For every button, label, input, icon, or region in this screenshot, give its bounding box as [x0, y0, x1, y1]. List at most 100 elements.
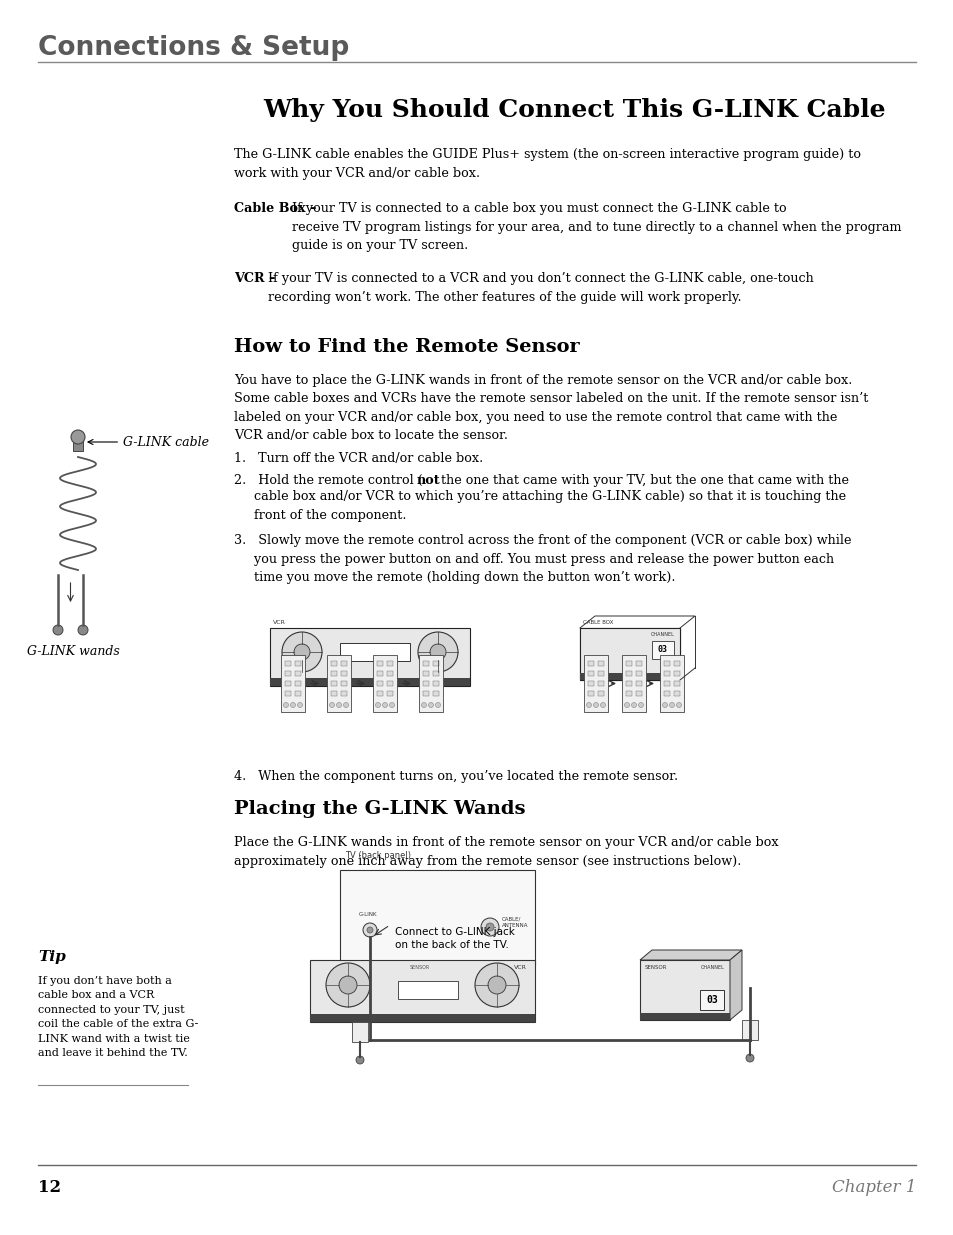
FancyBboxPatch shape	[579, 673, 679, 680]
FancyBboxPatch shape	[639, 1013, 729, 1020]
FancyBboxPatch shape	[376, 680, 382, 685]
FancyBboxPatch shape	[433, 692, 438, 697]
Circle shape	[428, 703, 433, 708]
Circle shape	[53, 625, 63, 635]
FancyBboxPatch shape	[579, 629, 679, 680]
FancyBboxPatch shape	[659, 655, 683, 713]
FancyBboxPatch shape	[281, 655, 305, 713]
Text: How to Find the Remote Sensor: How to Find the Remote Sensor	[233, 338, 579, 356]
FancyBboxPatch shape	[327, 655, 351, 713]
FancyBboxPatch shape	[339, 869, 535, 965]
Circle shape	[343, 703, 348, 708]
Text: If you don’t have both a
cable box and a VCR
connected to your TV, just
coil the: If you don’t have both a cable box and a…	[38, 976, 198, 1058]
FancyBboxPatch shape	[598, 671, 603, 676]
Circle shape	[661, 703, 667, 708]
Text: G-LINK wands: G-LINK wands	[27, 645, 119, 658]
Text: not: not	[416, 474, 440, 487]
FancyBboxPatch shape	[673, 671, 679, 676]
Circle shape	[375, 703, 380, 708]
FancyBboxPatch shape	[397, 981, 457, 999]
Text: G-LINK cable: G-LINK cable	[88, 436, 209, 448]
Text: VCR: VCR	[514, 965, 526, 969]
Text: The G-LINK cable enables the GUIDE Plus+ system (the on-screen interactive progr: The G-LINK cable enables the GUIDE Plus+…	[233, 148, 861, 179]
Text: If your TV is connected to a VCR and you don’t connect the G-LINK cable, one-tou: If your TV is connected to a VCR and you…	[268, 272, 813, 304]
Circle shape	[593, 703, 598, 708]
Text: 12: 12	[38, 1179, 61, 1197]
FancyBboxPatch shape	[340, 671, 347, 676]
FancyBboxPatch shape	[294, 692, 301, 697]
Circle shape	[363, 923, 376, 937]
FancyBboxPatch shape	[625, 671, 631, 676]
FancyBboxPatch shape	[422, 692, 429, 697]
Circle shape	[480, 918, 498, 936]
FancyBboxPatch shape	[673, 661, 679, 666]
FancyBboxPatch shape	[663, 680, 669, 685]
Text: CABLE BOX: CABLE BOX	[582, 620, 613, 625]
Circle shape	[669, 703, 674, 708]
Text: 03: 03	[705, 995, 717, 1005]
FancyBboxPatch shape	[373, 655, 396, 713]
Circle shape	[382, 703, 387, 708]
FancyBboxPatch shape	[352, 1023, 368, 1042]
FancyBboxPatch shape	[387, 692, 393, 697]
FancyBboxPatch shape	[285, 680, 291, 685]
Text: Tip: Tip	[38, 950, 66, 965]
Text: cable box and/or VCR to which you’re attaching the G-LINK cable) so that it is t: cable box and/or VCR to which you’re att…	[233, 490, 845, 521]
FancyBboxPatch shape	[340, 680, 347, 685]
FancyBboxPatch shape	[331, 692, 336, 697]
Text: Connections & Setup: Connections & Setup	[38, 35, 349, 61]
Circle shape	[355, 1056, 364, 1065]
Circle shape	[430, 643, 446, 659]
Text: TV (back panel): TV (back panel)	[345, 851, 411, 861]
FancyBboxPatch shape	[387, 680, 393, 685]
Circle shape	[326, 963, 370, 1007]
FancyBboxPatch shape	[579, 629, 679, 680]
Text: Chapter 1: Chapter 1	[831, 1179, 915, 1197]
FancyBboxPatch shape	[340, 661, 347, 666]
FancyBboxPatch shape	[673, 692, 679, 697]
FancyBboxPatch shape	[636, 680, 641, 685]
Text: 3.   Slowly move the remote control across the front of the component (VCR or ca: 3. Slowly move the remote control across…	[233, 534, 851, 584]
FancyBboxPatch shape	[340, 692, 347, 697]
Text: 03: 03	[658, 646, 667, 655]
FancyBboxPatch shape	[422, 661, 429, 666]
FancyBboxPatch shape	[331, 680, 336, 685]
Circle shape	[367, 927, 373, 932]
Text: If your TV is connected to a cable box you must connect the G-LINK cable to
rece: If your TV is connected to a cable box y…	[292, 203, 901, 252]
FancyBboxPatch shape	[331, 671, 336, 676]
Circle shape	[294, 643, 310, 659]
Circle shape	[638, 703, 643, 708]
Circle shape	[338, 976, 356, 994]
Text: 1.   Turn off the VCR and/or cable box.: 1. Turn off the VCR and/or cable box.	[233, 452, 483, 466]
FancyBboxPatch shape	[587, 692, 594, 697]
FancyBboxPatch shape	[741, 1020, 758, 1040]
Circle shape	[624, 703, 629, 708]
FancyBboxPatch shape	[663, 671, 669, 676]
FancyBboxPatch shape	[387, 671, 393, 676]
FancyBboxPatch shape	[598, 661, 603, 666]
FancyBboxPatch shape	[651, 641, 673, 659]
Text: Connect to G-LINK jack
on the back of the TV.: Connect to G-LINK jack on the back of th…	[395, 927, 515, 950]
Text: SENSOR: SENSOR	[410, 965, 430, 969]
FancyBboxPatch shape	[587, 661, 594, 666]
Circle shape	[336, 703, 341, 708]
FancyBboxPatch shape	[433, 661, 438, 666]
FancyBboxPatch shape	[376, 671, 382, 676]
FancyBboxPatch shape	[625, 692, 631, 697]
Text: VCR –: VCR –	[233, 272, 279, 285]
Circle shape	[389, 703, 395, 708]
Text: You have to place the G-LINK wands in front of the remote sensor on the VCR and/: You have to place the G-LINK wands in fr…	[233, 374, 867, 442]
Circle shape	[282, 632, 322, 672]
Circle shape	[417, 632, 457, 672]
FancyBboxPatch shape	[73, 437, 83, 451]
Circle shape	[676, 703, 680, 708]
Circle shape	[421, 703, 426, 708]
Text: CHANNEL: CHANNEL	[650, 632, 674, 637]
FancyBboxPatch shape	[433, 680, 438, 685]
FancyBboxPatch shape	[422, 680, 429, 685]
FancyBboxPatch shape	[598, 680, 603, 685]
Circle shape	[586, 703, 591, 708]
Circle shape	[475, 963, 518, 1007]
Text: CHANNEL: CHANNEL	[700, 965, 724, 969]
Circle shape	[631, 703, 636, 708]
